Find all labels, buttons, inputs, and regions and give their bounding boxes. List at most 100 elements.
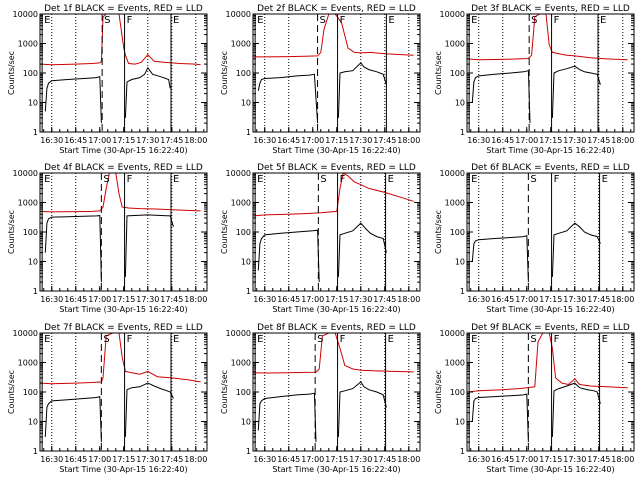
- y-tick-label: 10: [455, 258, 465, 267]
- marker-label: E: [471, 174, 477, 185]
- x-tick-label: 16:45: [64, 455, 87, 464]
- y-axis-title: Counts/sec: [434, 210, 443, 254]
- y-tick-label: 100: [450, 228, 465, 237]
- events-series-line: [257, 73, 319, 124]
- chart-title: Det 3f BLACK = Events, RED = LLD: [471, 4, 630, 14]
- y-axis-title: Counts/sec: [7, 210, 16, 254]
- y-tick-label: 1: [246, 287, 251, 296]
- events-series-line: [257, 392, 317, 443]
- plot-frame: [252, 332, 421, 452]
- marker-label: F: [127, 174, 133, 185]
- lld-series-line: [40, 13, 201, 66]
- marker-label: F: [554, 334, 560, 345]
- y-axis-title: Counts/sec: [220, 370, 229, 414]
- events-series-line: [124, 214, 174, 277]
- y-axis-title: Counts/sec: [220, 210, 229, 254]
- x-tick-label: 17:30: [136, 136, 159, 145]
- y-tick-label: 10000: [226, 329, 251, 338]
- x-tick-label: 16:30: [40, 136, 63, 145]
- x-axis-title: Start Time (30-Apr-15 16:22:40): [59, 465, 187, 474]
- x-tick-label: 17:30: [349, 136, 372, 145]
- events-series-line: [337, 62, 387, 118]
- x-axis-title: Start Time (30-Apr-15 16:22:40): [272, 146, 400, 155]
- events-series-line: [124, 382, 174, 437]
- x-tick-label: 18:00: [397, 295, 420, 304]
- y-tick-label: 100: [23, 388, 38, 397]
- x-tick-label: 18:00: [184, 136, 207, 145]
- chart-title: Det 5f BLACK = Events, RED = LLD: [257, 163, 416, 173]
- y-tick-label: 10: [28, 258, 38, 267]
- x-axis-title: Start Time (30-Apr-15 16:22:40): [59, 146, 187, 155]
- x-tick-label: 16:30: [253, 136, 276, 145]
- y-tick-label: 1: [33, 128, 38, 137]
- x-tick-label: 17:15: [112, 455, 135, 464]
- marker-label: F: [340, 15, 346, 26]
- marker-label: E: [173, 174, 179, 185]
- plot-frame: [39, 13, 208, 133]
- x-axis-title: Start Time (30-Apr-15 16:22:40): [272, 465, 400, 474]
- x-tick-label: 16:30: [467, 455, 490, 464]
- x-tick-label: 17:15: [325, 295, 348, 304]
- x-tick-label: 17:00: [301, 295, 324, 304]
- x-tick-label: 16:45: [277, 295, 300, 304]
- marker-label: F: [127, 15, 133, 26]
- marker-label: E: [471, 15, 477, 26]
- marker-label: E: [44, 334, 50, 345]
- marker-label: E: [388, 15, 394, 26]
- plot-frame: [466, 172, 635, 292]
- marker-label: E: [44, 15, 50, 26]
- y-axis-title: Counts/sec: [434, 370, 443, 414]
- marker-label: E: [257, 334, 263, 345]
- x-tick-label: 17:45: [587, 455, 610, 464]
- x-tick-label: 17:45: [373, 136, 396, 145]
- y-tick-label: 1: [33, 287, 38, 296]
- y-tick-label: 100: [450, 388, 465, 397]
- x-tick-label: 16:30: [467, 295, 490, 304]
- marker-label: E: [602, 174, 608, 185]
- marker-label: E: [44, 174, 50, 185]
- marker-label: F: [554, 15, 560, 26]
- y-tick-label: 10: [28, 418, 38, 427]
- y-tick-label: 10: [241, 258, 251, 267]
- y-tick-label: 1: [460, 447, 465, 456]
- x-tick-label: 18:00: [611, 136, 634, 145]
- x-tick-label: 16:45: [277, 136, 300, 145]
- y-tick-label: 100: [23, 228, 38, 237]
- marker-label: F: [127, 334, 133, 345]
- x-tick-label: 17:30: [136, 295, 159, 304]
- events-series-line: [257, 229, 320, 283]
- x-tick-label: 18:00: [184, 455, 207, 464]
- marker-label: E: [173, 334, 179, 345]
- marker-label: S: [531, 15, 537, 26]
- x-tick-label: 17:45: [160, 455, 183, 464]
- chart-title: Det 2f BLACK = Events, RED = LLD: [257, 4, 416, 14]
- marker-label: S: [530, 334, 536, 345]
- lld-series-line: [40, 332, 201, 385]
- x-tick-label: 17:00: [88, 295, 111, 304]
- x-tick-label: 17:00: [515, 136, 538, 145]
- x-tick-label: 17:15: [325, 136, 348, 145]
- y-tick-label: 10000: [13, 329, 38, 338]
- y-tick-label: 1: [246, 447, 251, 456]
- x-tick-label: 17:45: [373, 295, 396, 304]
- y-tick-label: 10000: [440, 10, 465, 19]
- y-tick-label: 100: [236, 228, 251, 237]
- x-tick-label: 17:45: [587, 295, 610, 304]
- events-series-line: [551, 65, 601, 118]
- x-tick-label: 17:45: [160, 136, 183, 145]
- plot-frame: [466, 13, 635, 133]
- x-tick-label: 16:30: [253, 295, 276, 304]
- x-tick-label: 18:00: [184, 295, 207, 304]
- x-tick-label: 16:45: [491, 295, 514, 304]
- plot-frame: [252, 13, 421, 133]
- events-series-line: [337, 222, 387, 277]
- y-tick-label: 1: [33, 447, 38, 456]
- chart-title: Det 7f BLACK = Events, RED = LLD: [44, 323, 203, 333]
- x-tick-label: 17:45: [587, 136, 610, 145]
- x-tick-label: 17:15: [112, 136, 135, 145]
